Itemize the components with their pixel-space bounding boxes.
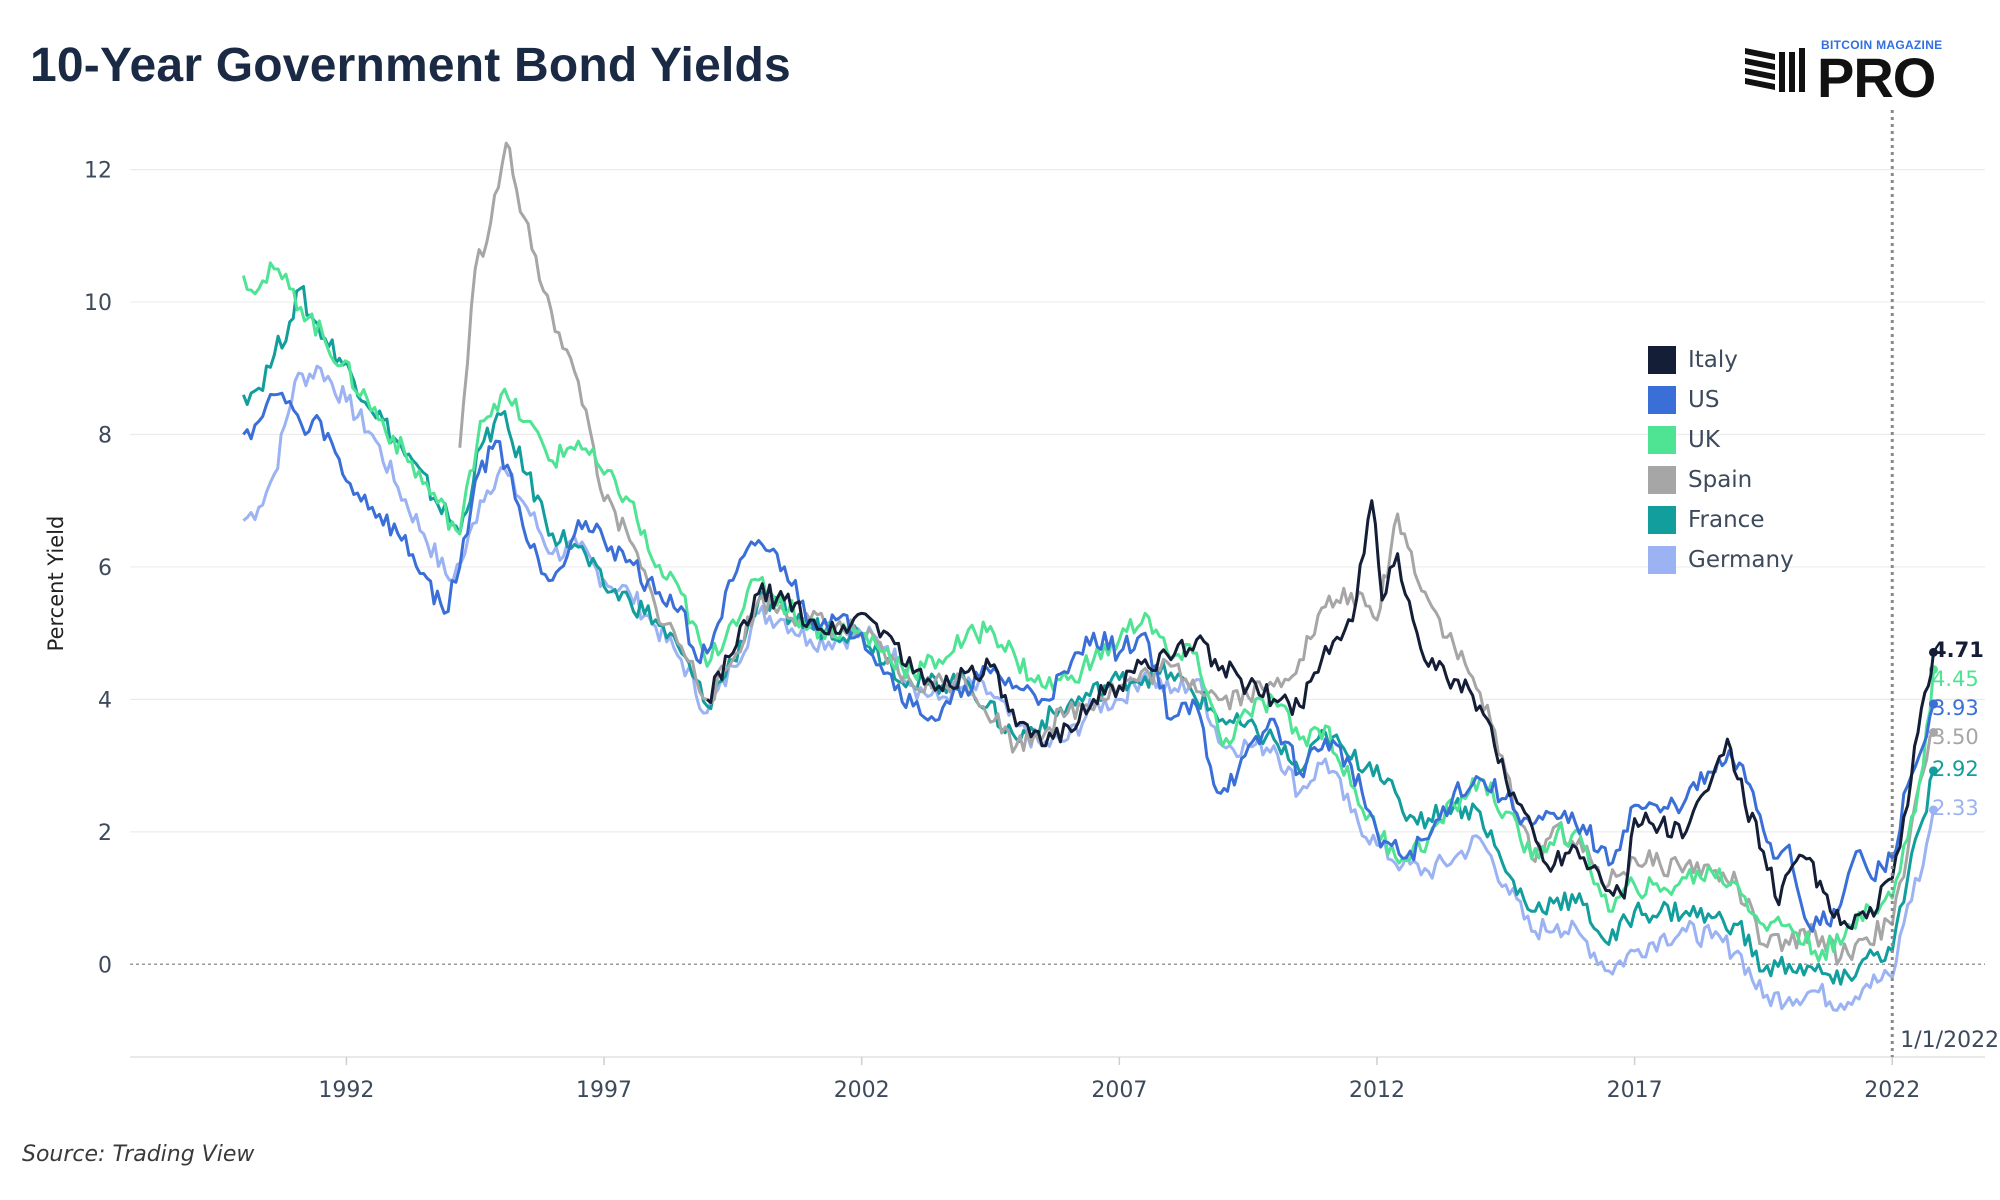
- legend-swatch-germany: [1648, 546, 1676, 574]
- y-tick-label: 8: [98, 423, 112, 448]
- axis-layer: 0 2 4 6 8 10 12 1992 1997 2002 2007 2012 2017 2022 Per…: [44, 110, 1999, 1103]
- series-endpoint-italy: [1928, 647, 1938, 657]
- legend-swatch-spain: [1648, 466, 1676, 494]
- legend-item-italy: Italy: [1648, 340, 1794, 380]
- x-tick-label: 2002: [834, 1078, 890, 1103]
- y-tick-label: 0: [98, 953, 112, 978]
- series-endpoint-spain: [1928, 728, 1938, 738]
- x-tick-label: 2007: [1091, 1078, 1147, 1103]
- end-label-us: 3.93: [1932, 696, 1979, 721]
- end-label-uk: 4.45: [1932, 667, 1979, 692]
- end-label-france: 2.92: [1932, 756, 1979, 781]
- x-tick-label: 2012: [1349, 1078, 1405, 1103]
- y-tick-label: 6: [98, 556, 112, 581]
- legend-item-france: France: [1648, 500, 1794, 540]
- y-tick-label: 12: [84, 159, 112, 184]
- brand-logo: BITCOIN MAGAZINE PRO: [1745, 36, 1975, 106]
- source-note: Source: Trading View: [22, 1142, 255, 1167]
- legend-label-france: France: [1688, 507, 1765, 533]
- end-label-germany: 2.33: [1932, 795, 1979, 820]
- legend-label-spain: Spain: [1688, 467, 1753, 493]
- x-tick-label: 2017: [1607, 1078, 1663, 1103]
- legend-item-uk: UK: [1648, 420, 1794, 460]
- y-tick-label: 2: [98, 821, 112, 846]
- series-endpoint-us: [1928, 699, 1938, 709]
- series-line-italy: [706, 499, 1935, 931]
- series-endpoint-germany: [1928, 805, 1938, 815]
- legend-swatch-france: [1648, 506, 1676, 534]
- end-label-spain: 3.50: [1932, 725, 1979, 750]
- end-label-italy: 4.71: [1932, 638, 1984, 663]
- y-tick-label: 4: [98, 688, 112, 713]
- annotation-label: 1/1/2022: [1900, 1028, 1999, 1053]
- y-axis-label: Percent Yield: [44, 516, 68, 652]
- x-tick-label: 2022: [1864, 1078, 1920, 1103]
- legend: Italy US UK Spain France Germany: [1648, 340, 1794, 580]
- series-endpoint-france: [1928, 766, 1938, 776]
- series-layer: [241, 141, 1938, 1012]
- logo-big-text: PRO: [1817, 46, 1936, 109]
- legend-item-us: US: [1648, 380, 1794, 420]
- legend-swatch-uk: [1648, 426, 1676, 454]
- logo-stripes-icon: [1745, 48, 1805, 92]
- legend-label-italy: Italy: [1688, 347, 1738, 373]
- series-line-uk: [241, 261, 1935, 963]
- logo-small-text: BITCOIN MAGAZINE: [1821, 38, 1943, 52]
- legend-label-germany: Germany: [1688, 547, 1794, 573]
- legend-item-spain: Spain: [1648, 460, 1794, 500]
- x-tick-label: 1997: [576, 1078, 632, 1103]
- legend-swatch-italy: [1648, 346, 1676, 374]
- legend-swatch-us: [1648, 386, 1676, 414]
- y-tick-label: 10: [84, 291, 112, 316]
- legend-item-germany: Germany: [1648, 540, 1794, 580]
- series-line-france: [242, 285, 1935, 986]
- legend-label-uk: UK: [1688, 427, 1720, 453]
- chart-title: 10-Year Government Bond Yields: [30, 39, 791, 92]
- x-tick-label: 1992: [318, 1078, 374, 1103]
- legend-label-us: US: [1688, 387, 1720, 413]
- series-line-us: [242, 391, 1935, 933]
